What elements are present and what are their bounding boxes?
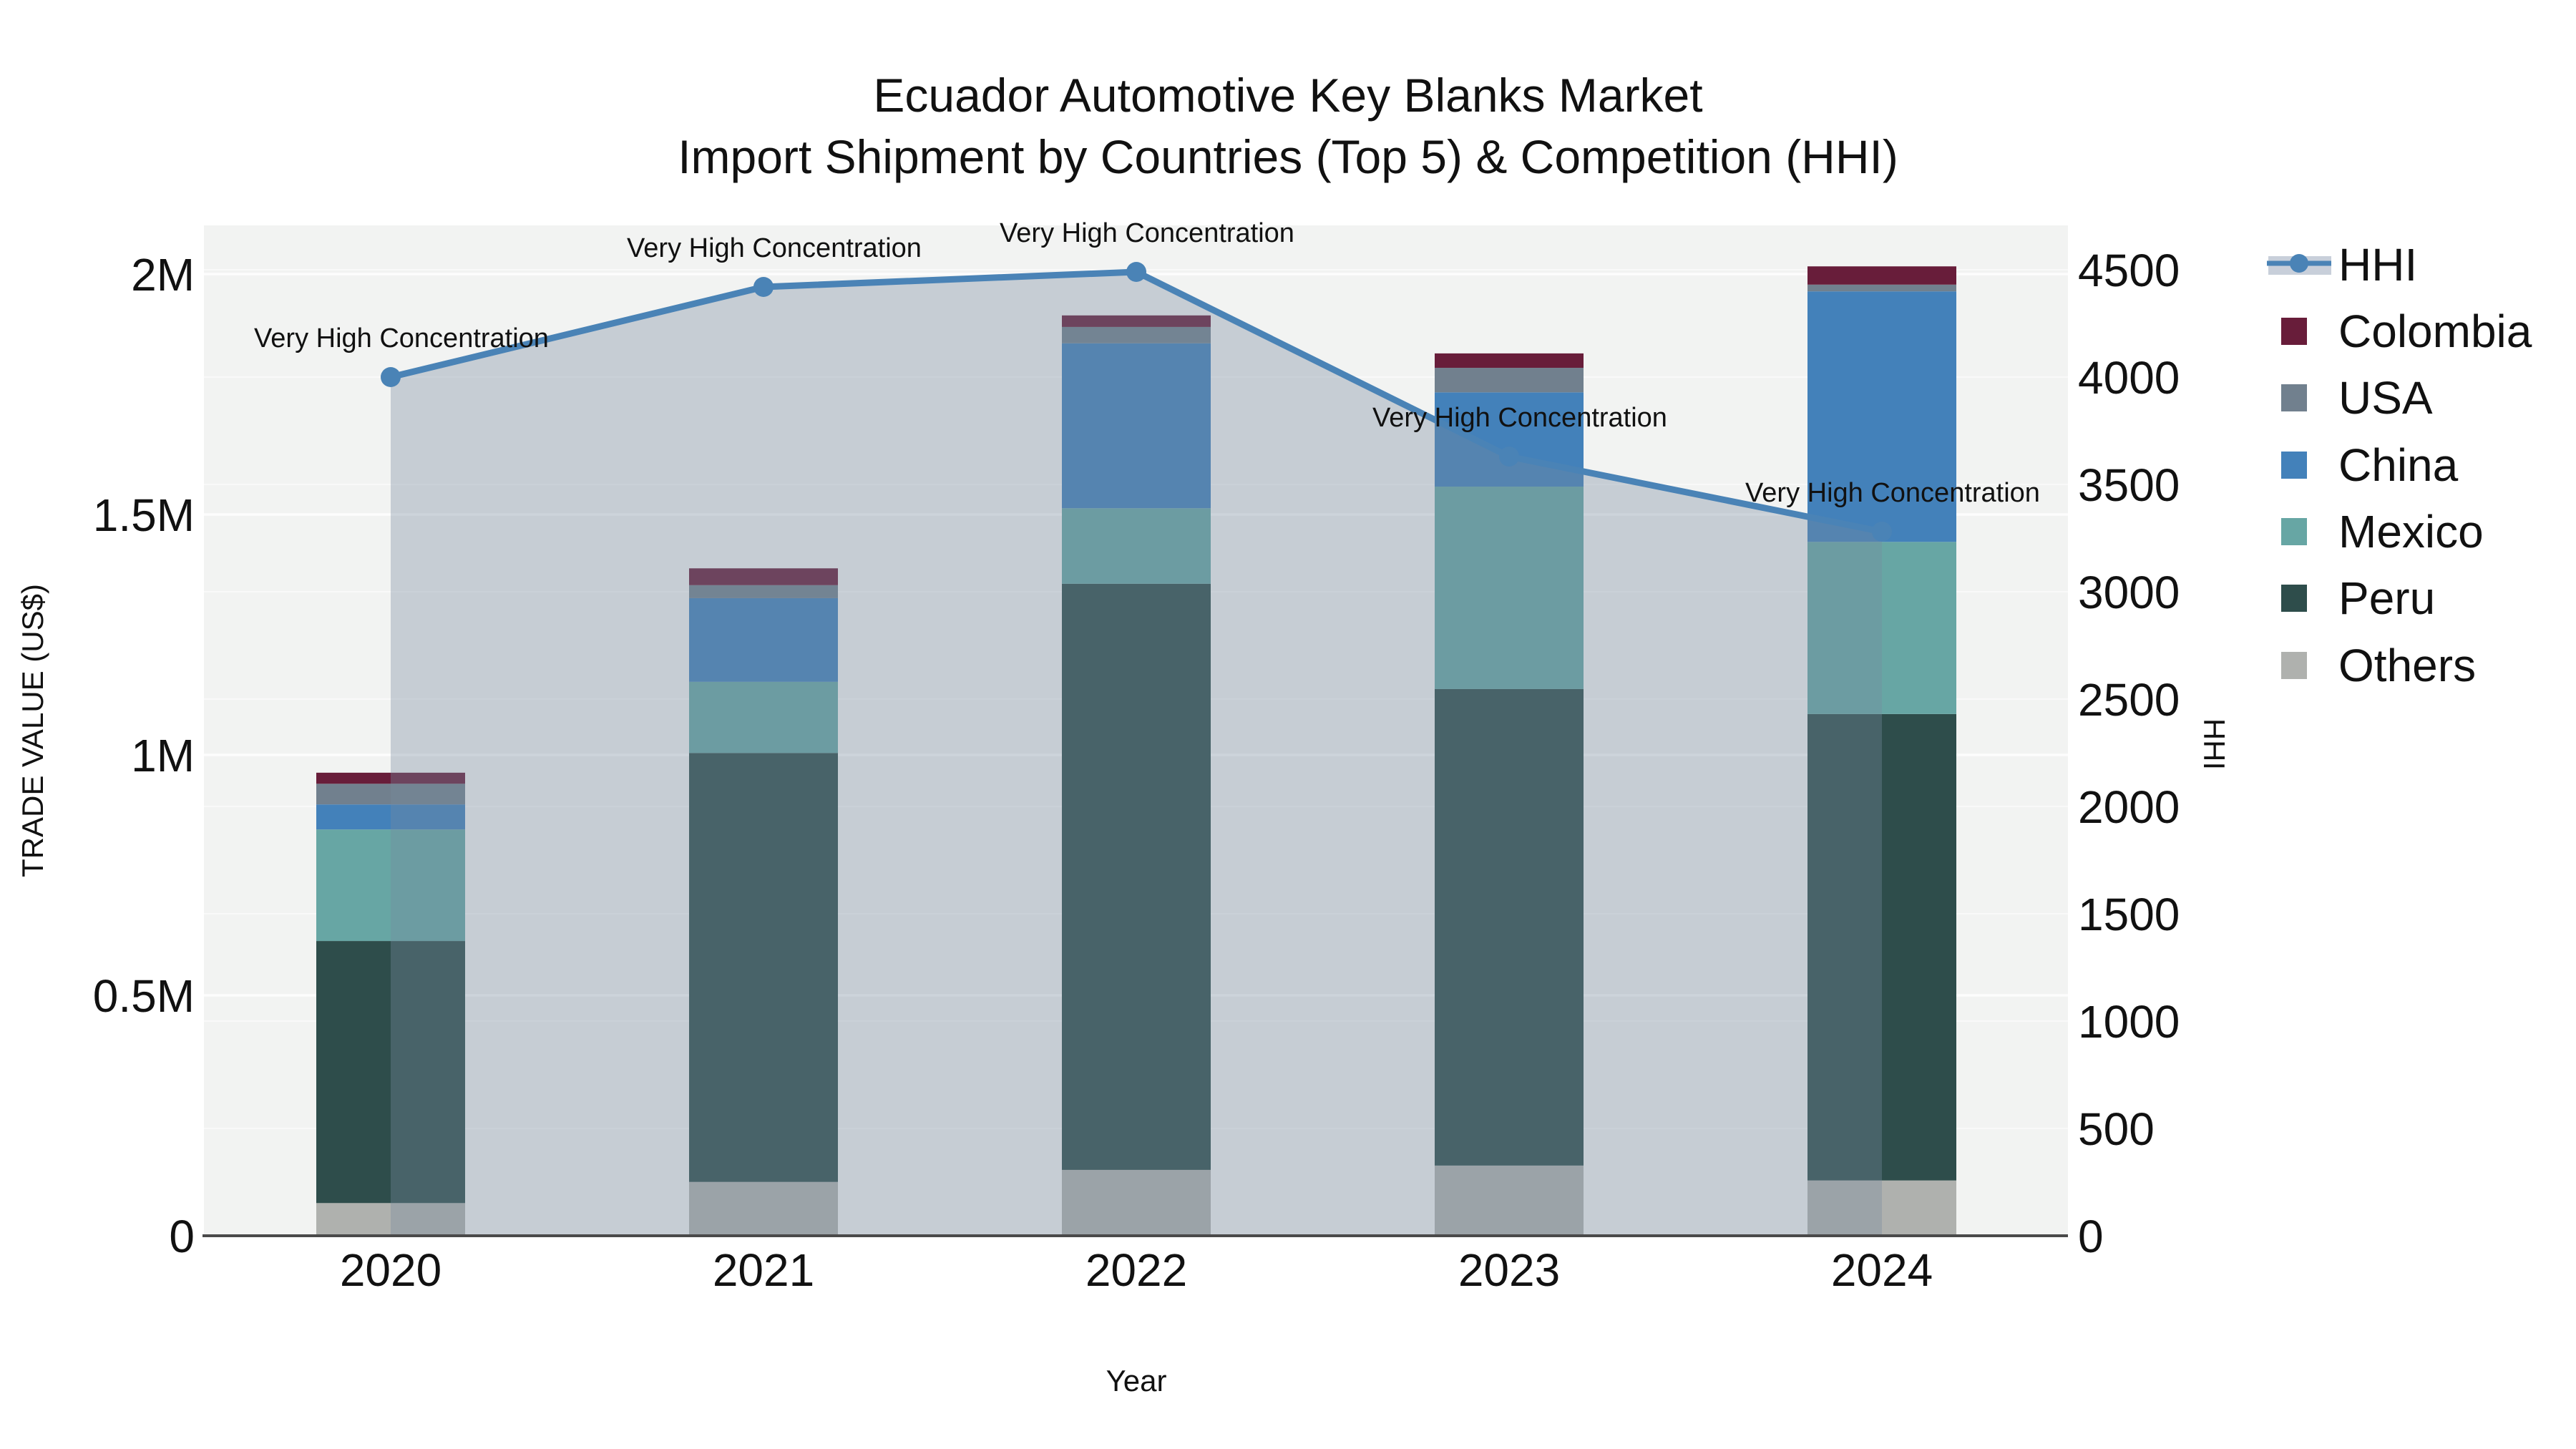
legend: HHI Colombia USA China Mexico Peru Other… bbox=[2267, 239, 2532, 691]
legend-item-usa[interactable]: USA bbox=[2281, 372, 2433, 424]
bar-segment-china-2023 bbox=[1435, 392, 1584, 487]
y1-tick-1.5M: 1.5M bbox=[93, 489, 195, 541]
x-tick-2024: 2024 bbox=[1831, 1244, 1933, 1296]
y1-tick-1M: 1M bbox=[131, 730, 195, 781]
bar-segment-others-2023 bbox=[1435, 1165, 1584, 1236]
legend-swatch-mexico bbox=[2281, 518, 2307, 545]
hhi-area-fill bbox=[391, 272, 1882, 1236]
legend-item-hhi[interactable]: HHI bbox=[2267, 239, 2417, 291]
bar-segment-peru-2020 bbox=[316, 941, 465, 1204]
legend-label-china: China bbox=[2338, 439, 2459, 491]
bar-segment-peru-2023 bbox=[1435, 688, 1584, 1166]
legend-item-others[interactable]: Others bbox=[2281, 640, 2476, 691]
legend-item-peru[interactable]: Peru bbox=[2281, 572, 2435, 624]
bar-segment-usa-2022 bbox=[1062, 326, 1211, 343]
bar-segment-peru-2022 bbox=[1062, 583, 1211, 1170]
bar-segment-usa-2024 bbox=[1807, 284, 1956, 292]
y2-tick-1500: 1500 bbox=[2078, 889, 2180, 940]
bar-segment-usa-2023 bbox=[1435, 368, 1584, 393]
y2-tick-3500: 3500 bbox=[2078, 459, 2180, 511]
hhi-marker-2024 bbox=[1872, 522, 1892, 542]
y2-tick-4000: 4000 bbox=[2078, 352, 2180, 404]
legend-swatch-peru bbox=[2281, 585, 2307, 612]
x-tick-2023: 2023 bbox=[1458, 1244, 1560, 1296]
x-tick-2020: 2020 bbox=[340, 1244, 441, 1296]
x-tick-2022: 2022 bbox=[1085, 1244, 1187, 1296]
y1-tick-2M: 2M bbox=[131, 249, 195, 301]
bar-segment-colombia-2023 bbox=[1435, 353, 1584, 369]
y1-tick-0: 0 bbox=[169, 1211, 195, 1262]
annotation-2020: Very High Concentration bbox=[254, 323, 549, 353]
hhi-marker-swatch bbox=[2290, 254, 2308, 273]
bar-segment-colombia-2021 bbox=[689, 568, 838, 585]
legend-item-china[interactable]: China bbox=[2281, 439, 2459, 491]
bar-series bbox=[316, 266, 1956, 1236]
y2-tick-2500: 2500 bbox=[2078, 674, 2180, 726]
bar-segment-others-2021 bbox=[689, 1181, 838, 1236]
legend-swatch-usa bbox=[2281, 384, 2307, 411]
chart-title-line2: Import Shipment by Countries (Top 5) & C… bbox=[678, 130, 1898, 183]
bar-segment-mexico-2020 bbox=[316, 829, 465, 942]
hhi-area-polygon bbox=[391, 272, 1882, 1236]
legend-label-colombia: Colombia bbox=[2338, 306, 2532, 357]
y1-tick-0.5M: 0.5M bbox=[93, 970, 195, 1022]
bar-segment-colombia-2020 bbox=[316, 772, 465, 784]
bar-segment-china-2022 bbox=[1062, 343, 1211, 509]
bar-segment-others-2024 bbox=[1807, 1180, 1956, 1236]
annotations: Very High Concentration Very High Concent… bbox=[254, 218, 2040, 508]
y2-tick-1000: 1000 bbox=[2078, 996, 2180, 1048]
hhi-marker-2023 bbox=[1499, 447, 1519, 467]
legend-item-colombia[interactable]: Colombia bbox=[2281, 306, 2532, 357]
hhi-marker-2022 bbox=[1126, 262, 1146, 282]
legend-label-usa: USA bbox=[2338, 372, 2433, 424]
y2-tick-3000: 3000 bbox=[2078, 567, 2180, 618]
legend-label-hhi: HHI bbox=[2338, 239, 2417, 291]
annotation-2023: Very High Concentration bbox=[1372, 403, 1667, 433]
y2-tick-500: 500 bbox=[2078, 1103, 2155, 1155]
chart-title-line1: Ecuador Automotive Key Blanks Market bbox=[873, 69, 1702, 122]
bar-segment-mexico-2022 bbox=[1062, 508, 1211, 584]
bar-segment-usa-2020 bbox=[316, 784, 465, 805]
legend-label-mexico: Mexico bbox=[2338, 506, 2484, 557]
bar-segment-mexico-2021 bbox=[689, 681, 838, 753]
hhi-marker-2020 bbox=[381, 367, 401, 387]
annotation-2022: Very High Concentration bbox=[1000, 218, 1294, 248]
x-tick-2021: 2021 bbox=[713, 1244, 814, 1296]
legend-swatch-others bbox=[2281, 652, 2307, 679]
bar-segment-peru-2021 bbox=[689, 753, 838, 1182]
bar-segment-china-2021 bbox=[689, 597, 838, 682]
legend-swatch-colombia bbox=[2281, 318, 2307, 345]
bar-segment-china-2020 bbox=[316, 804, 465, 830]
bar-segment-china-2024 bbox=[1807, 291, 1956, 542]
bar-segment-mexico-2023 bbox=[1435, 487, 1584, 689]
bar-segment-others-2022 bbox=[1062, 1169, 1211, 1236]
bar-segment-peru-2024 bbox=[1807, 713, 1956, 1181]
bar-segment-others-2020 bbox=[316, 1203, 465, 1236]
hhi-marker-2021 bbox=[753, 277, 774, 297]
legend-swatch-china bbox=[2281, 452, 2307, 479]
annotation-2021: Very High Concentration bbox=[627, 233, 922, 263]
annotation-2024: Very High Concentration bbox=[1745, 478, 2040, 508]
y2-tick-4500: 4500 bbox=[2078, 245, 2180, 296]
legend-label-peru: Peru bbox=[2338, 572, 2435, 624]
legend-item-mexico[interactable]: Mexico bbox=[2281, 506, 2484, 557]
hhi-line bbox=[381, 262, 1892, 542]
y1-axis-title: TRADE VALUE (US$) bbox=[16, 584, 49, 877]
tick-labels: 0 0.5M 1M 1.5M 2M 0 500 1000 1500 2000 2500 3000 350… bbox=[93, 245, 2180, 1296]
y2-axis-title: HHI bbox=[2197, 718, 2231, 770]
bar-segment-colombia-2024 bbox=[1807, 266, 1956, 285]
y2-tick-2000: 2000 bbox=[2078, 781, 2180, 833]
bar-segment-colombia-2022 bbox=[1062, 315, 1211, 327]
x-axis-title: Year bbox=[1106, 1364, 1167, 1397]
bar-segment-mexico-2024 bbox=[1807, 542, 1956, 714]
legend-label-others: Others bbox=[2338, 640, 2476, 691]
y2-tick-0: 0 bbox=[2078, 1211, 2104, 1262]
bar-segment-usa-2021 bbox=[689, 585, 838, 598]
